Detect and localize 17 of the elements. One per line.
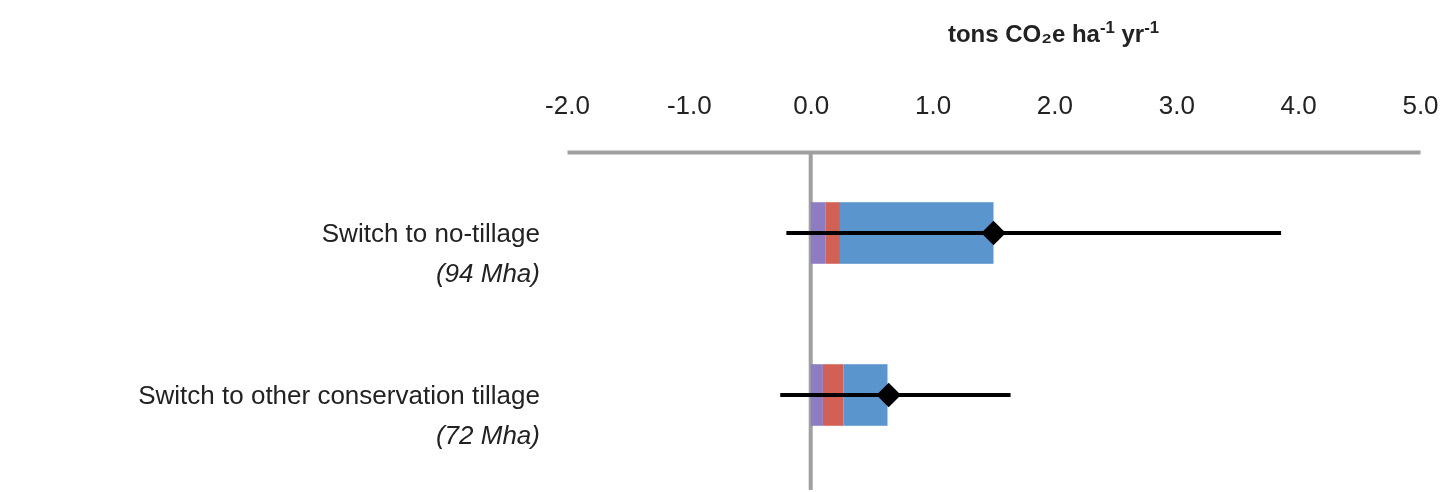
y-tick-label: Switch to other conservation tillage (72 Mha): [138, 380, 540, 450]
y-tick-label: Switch to no-tillage (94 Mha): [321, 218, 540, 288]
x-tick-label: 5.0: [1402, 90, 1439, 120]
bar: [822, 364, 844, 426]
x-tick-label: 2.0: [1036, 90, 1074, 120]
bar: [810, 364, 823, 426]
bar: [810, 202, 826, 264]
x-tick-label: -1.0: [666, 90, 712, 120]
bar: [843, 364, 888, 426]
bar: [839, 202, 994, 264]
bar: [825, 202, 840, 264]
x-tick-label: 1.0: [914, 90, 952, 120]
x-tick-label: -2.0: [545, 90, 590, 120]
x-tick-label: 3.0: [1158, 90, 1195, 120]
x-tick-label: 0.0: [793, 90, 830, 120]
x-tick-label: 4.0: [1280, 90, 1317, 120]
x-axis-title: tons CO₂e ha$^{-1}$ yr$^{-1}$: [947, 17, 1160, 47]
